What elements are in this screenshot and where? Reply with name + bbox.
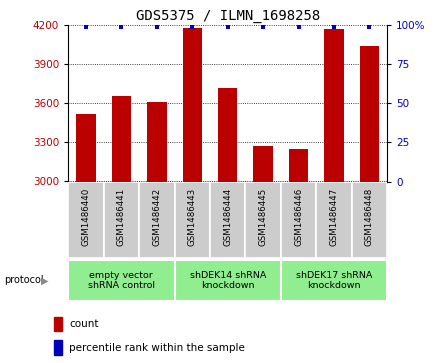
Point [295, 24, 302, 30]
Bar [281, 182, 316, 258]
Bar [183, 28, 202, 363]
Bar [352, 182, 387, 258]
Point [260, 24, 267, 30]
Point [153, 24, 160, 30]
Bar [360, 46, 379, 363]
Point [366, 24, 373, 30]
Text: GSM1486446: GSM1486446 [294, 188, 303, 246]
Text: shDEK14 shRNA
knockdown: shDEK14 shRNA knockdown [190, 271, 266, 290]
Text: GSM1486445: GSM1486445 [259, 188, 268, 246]
Bar [54, 317, 62, 331]
Bar [139, 182, 175, 258]
Bar [76, 114, 95, 363]
Point [189, 24, 196, 30]
Bar [175, 260, 281, 301]
Point [118, 24, 125, 30]
Bar [246, 182, 281, 258]
Text: shDEK17 shRNA
knockdown: shDEK17 shRNA knockdown [296, 271, 372, 290]
Text: GSM1486442: GSM1486442 [152, 188, 161, 246]
Point [330, 24, 337, 30]
Text: GSM1486447: GSM1486447 [330, 188, 338, 246]
Bar [68, 182, 104, 258]
Point [82, 24, 89, 30]
Text: protocol: protocol [4, 276, 44, 285]
Bar [253, 146, 273, 363]
Bar [54, 340, 62, 355]
Bar [289, 149, 308, 363]
Text: GSM1486444: GSM1486444 [223, 188, 232, 246]
Bar [68, 260, 175, 301]
Text: percentile rank within the sample: percentile rank within the sample [69, 343, 245, 352]
Bar [324, 29, 344, 363]
Text: GSM1486441: GSM1486441 [117, 188, 126, 246]
Bar [104, 182, 139, 258]
Bar [175, 182, 210, 258]
Bar [112, 95, 131, 363]
Bar [281, 260, 387, 301]
Text: ▶: ▶ [40, 276, 48, 285]
Bar [210, 182, 246, 258]
Text: empty vector
shRNA control: empty vector shRNA control [88, 271, 155, 290]
Text: GSM1486443: GSM1486443 [188, 188, 197, 246]
Text: count: count [69, 319, 99, 329]
Text: GSM1486448: GSM1486448 [365, 188, 374, 246]
Point [224, 24, 231, 30]
Bar [147, 102, 167, 363]
Bar [218, 88, 238, 363]
Bar [316, 182, 352, 258]
Text: GSM1486440: GSM1486440 [81, 188, 91, 246]
Title: GDS5375 / ILMN_1698258: GDS5375 / ILMN_1698258 [136, 9, 320, 23]
